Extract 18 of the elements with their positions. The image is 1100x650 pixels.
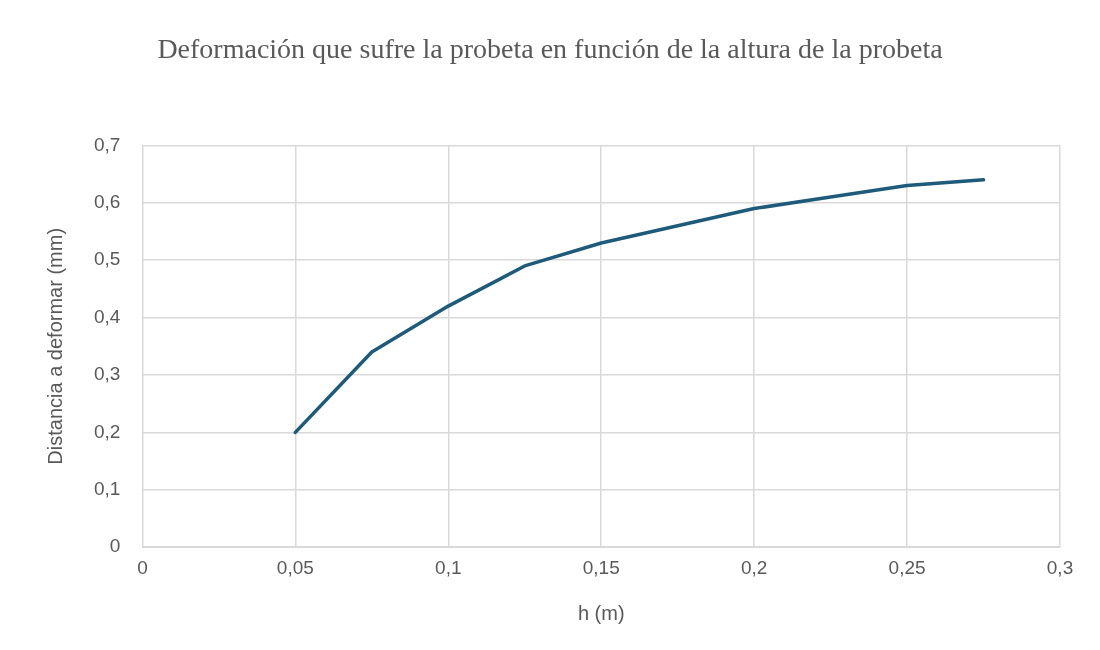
x-tick-label: 0,2 <box>740 556 768 578</box>
x-tick-label: 0,25 <box>888 556 926 578</box>
y-tick-label: 0,4 <box>93 305 121 327</box>
x-axis-title: h (m) <box>577 601 625 624</box>
y-tick-label: 0,3 <box>93 363 121 385</box>
x-tick-label: 0,3 <box>1046 556 1074 578</box>
y-tick-label: 0,5 <box>93 248 121 270</box>
y-tick-label: 0,6 <box>93 191 121 213</box>
x-tick-label: 0,05 <box>276 556 314 578</box>
y-axis-title: Distancia a deformar (mm) <box>43 227 66 465</box>
y-tick-label: 0,2 <box>93 420 121 442</box>
y-tick-label: 0,1 <box>93 478 121 500</box>
x-tick-label: 0 <box>137 556 148 578</box>
chart-title: Deformación que sufre la probeta en función de la altura de la probeta <box>156 32 944 66</box>
x-tick-label: 0,15 <box>582 556 620 578</box>
y-tick-label: 0 <box>109 535 121 557</box>
y-tick-label: 0,7 <box>93 133 121 155</box>
x-tick-label: 0,1 <box>435 556 462 578</box>
